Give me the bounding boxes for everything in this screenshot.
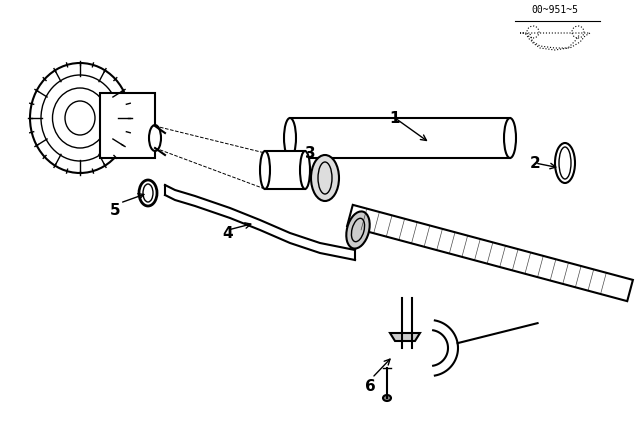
Polygon shape <box>347 205 633 301</box>
Text: 1: 1 <box>390 111 400 125</box>
FancyBboxPatch shape <box>100 93 155 158</box>
FancyBboxPatch shape <box>265 151 305 189</box>
Polygon shape <box>390 333 420 341</box>
Ellipse shape <box>383 395 391 401</box>
Ellipse shape <box>311 155 339 201</box>
Text: 6: 6 <box>365 379 376 393</box>
Text: 2: 2 <box>530 155 540 171</box>
Ellipse shape <box>346 211 370 249</box>
Ellipse shape <box>504 118 516 158</box>
Ellipse shape <box>300 151 310 189</box>
Text: 4: 4 <box>223 225 234 241</box>
Ellipse shape <box>284 118 296 158</box>
Text: 00~951~5: 00~951~5 <box>531 5 579 15</box>
Text: 5: 5 <box>109 202 120 217</box>
Ellipse shape <box>149 125 161 151</box>
Ellipse shape <box>260 151 270 189</box>
Text: 3: 3 <box>305 146 316 160</box>
FancyBboxPatch shape <box>290 118 510 158</box>
